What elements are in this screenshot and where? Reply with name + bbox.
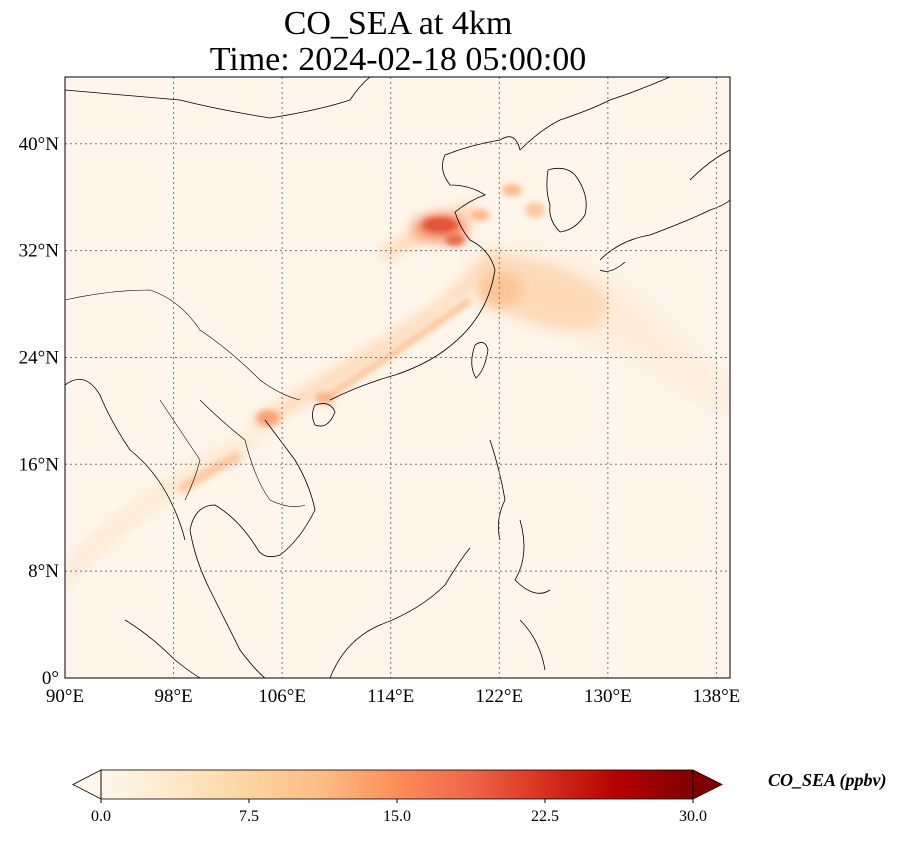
lon-tick-label: 90°E: [46, 686, 84, 707]
lat-tick-label: 40°N: [19, 134, 60, 155]
lon-tick-label: 98°E: [154, 686, 192, 707]
lat-tick-label: 16°N: [19, 454, 60, 475]
colorbar-tick-label: 30.0: [679, 808, 707, 825]
lat-tick-label: 24°N: [19, 347, 60, 368]
map-plot-area: [65, 77, 730, 678]
colorbar-tick-label: 22.5: [531, 808, 559, 825]
concentration-field: [65, 184, 730, 590]
colorbar-tick-label: 7.5: [239, 808, 259, 825]
lon-tick-label: 130°E: [584, 686, 632, 707]
map-title: CO_SEA at 4km: [283, 5, 513, 42]
map-subtitle-time: Time: 2024-02-18 05:00:00: [209, 41, 587, 78]
colorbar-tick-label: 0.0: [91, 808, 111, 825]
lat-tick-label: 32°N: [19, 241, 60, 262]
lat-tick-label: 0°: [42, 668, 59, 689]
colorbar-extend-max: [692, 769, 723, 800]
lon-tick-label: 106°E: [258, 686, 306, 707]
lon-tick-label: 122°E: [475, 686, 523, 707]
colorbar: 0.0 7.5 15.0 22.5 30.0: [72, 769, 723, 825]
colorbar-gradient: [101, 770, 693, 799]
lat-tick-labels: 0° 8°N 16°N 24°N 32°N 40°N: [19, 134, 60, 689]
colorbar-label: CO_SEA (ppbv): [768, 770, 887, 790]
colorbar-extend-min: [72, 769, 102, 800]
lon-tick-label: 114°E: [367, 686, 414, 707]
lon-tick-label: 138°E: [693, 686, 741, 707]
lon-tick-labels: 90°E 98°E 106°E 114°E 122°E 130°E 138°E: [46, 686, 740, 707]
coastlines: [65, 77, 730, 678]
lat-tick-label: 8°N: [28, 561, 59, 582]
map-frame: [64, 76, 731, 679]
colorbar-tick-label: 15.0: [383, 808, 411, 825]
